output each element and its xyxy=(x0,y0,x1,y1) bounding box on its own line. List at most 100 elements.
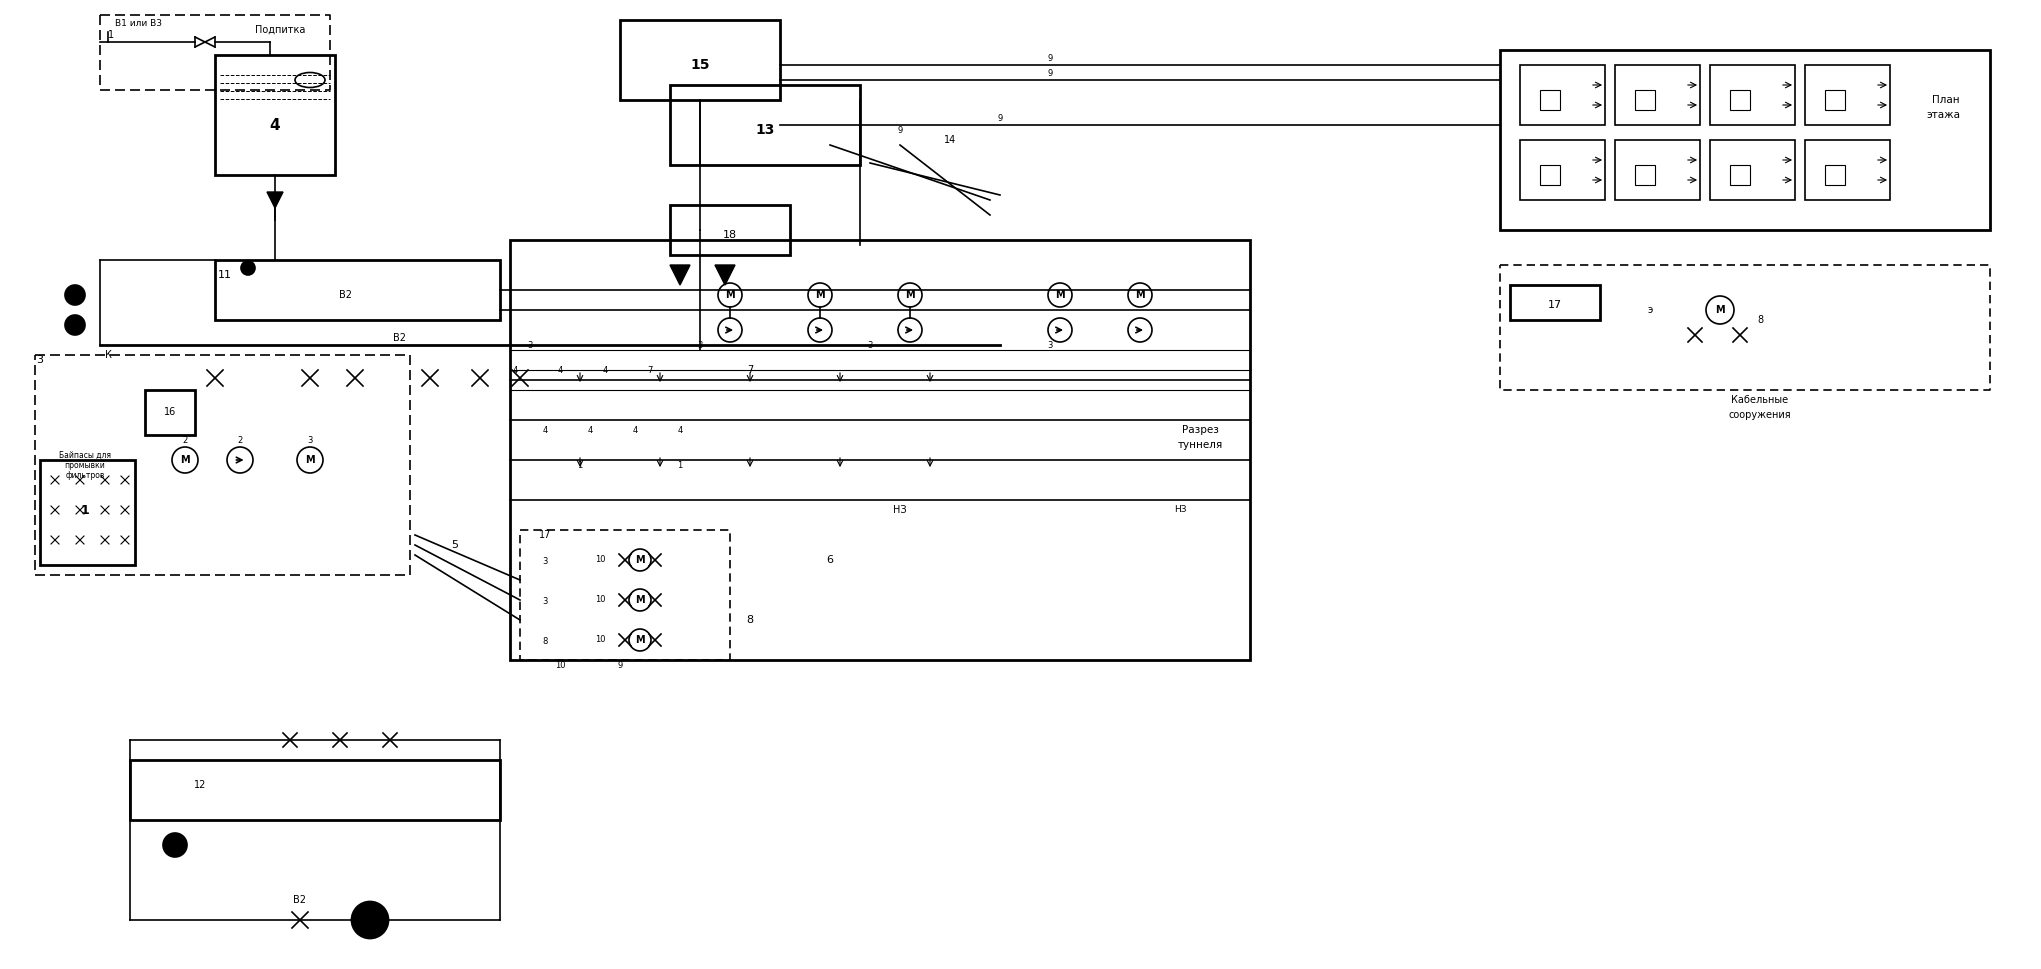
Text: 7: 7 xyxy=(747,365,753,375)
Text: этажа: этажа xyxy=(1927,110,1959,120)
Circle shape xyxy=(163,833,188,857)
Bar xyxy=(1541,90,1559,110)
Text: М: М xyxy=(635,595,645,605)
Circle shape xyxy=(898,318,923,342)
Bar xyxy=(1614,65,1700,125)
Text: 9: 9 xyxy=(898,126,902,135)
Bar xyxy=(1521,65,1604,125)
Text: туннеля: туннеля xyxy=(1178,440,1223,450)
Text: В1 или В3: В1 или В3 xyxy=(114,18,161,27)
Text: 17: 17 xyxy=(539,530,551,540)
Polygon shape xyxy=(714,265,735,285)
Text: 5: 5 xyxy=(451,540,459,550)
Bar xyxy=(1614,140,1700,200)
Text: 18: 18 xyxy=(723,230,737,240)
Text: НЗ: НЗ xyxy=(1174,506,1186,515)
Text: 12: 12 xyxy=(194,780,206,790)
Bar xyxy=(1500,50,1990,230)
Bar xyxy=(1635,165,1655,185)
Text: 10: 10 xyxy=(594,555,606,565)
Bar xyxy=(669,205,790,255)
Text: М: М xyxy=(814,290,825,300)
Bar xyxy=(214,260,500,320)
Text: НЗ: НЗ xyxy=(894,505,906,515)
Text: 1: 1 xyxy=(678,460,682,470)
Text: План: План xyxy=(1933,95,1959,105)
Text: Кабельные: Кабельные xyxy=(1731,395,1788,405)
Bar xyxy=(1710,140,1794,200)
Bar xyxy=(1825,90,1845,110)
Text: В2: В2 xyxy=(339,290,351,300)
Text: 11: 11 xyxy=(218,270,233,280)
Circle shape xyxy=(808,318,833,342)
Text: 3: 3 xyxy=(543,598,547,607)
Text: Разрез: Разрез xyxy=(1182,425,1218,435)
Text: 1: 1 xyxy=(108,30,114,40)
Text: 13: 13 xyxy=(755,123,776,137)
Text: 7: 7 xyxy=(647,365,653,374)
Text: М: М xyxy=(725,290,735,300)
Bar xyxy=(41,460,135,565)
Text: 8: 8 xyxy=(1757,315,1763,325)
Text: 9: 9 xyxy=(1047,53,1053,62)
Text: М: М xyxy=(635,635,645,645)
Text: М: М xyxy=(1714,305,1725,315)
Text: 8: 8 xyxy=(747,615,753,625)
Text: М: М xyxy=(1055,290,1065,300)
Text: 3: 3 xyxy=(37,355,43,365)
Bar xyxy=(1510,285,1600,320)
Text: В2: В2 xyxy=(294,895,306,905)
Bar xyxy=(1804,65,1890,125)
Text: Подпитка: Подпитка xyxy=(255,25,306,35)
Text: 4: 4 xyxy=(633,425,637,434)
Polygon shape xyxy=(267,192,284,208)
Text: К: К xyxy=(104,350,112,360)
Text: 4: 4 xyxy=(588,425,592,434)
Bar xyxy=(1521,140,1604,200)
Text: 1: 1 xyxy=(578,460,582,470)
Circle shape xyxy=(351,902,388,938)
Text: М: М xyxy=(635,555,645,565)
Text: М: М xyxy=(180,455,190,465)
Circle shape xyxy=(65,285,86,305)
Text: фильтров: фильтров xyxy=(65,471,104,480)
Text: М: М xyxy=(1135,290,1145,300)
Text: 9: 9 xyxy=(616,661,623,670)
Bar xyxy=(214,55,335,175)
Text: 3: 3 xyxy=(1047,340,1053,350)
Text: 9: 9 xyxy=(998,113,1002,122)
Text: 4: 4 xyxy=(557,365,563,374)
Text: 4: 4 xyxy=(602,365,608,374)
Bar xyxy=(1635,90,1655,110)
Bar xyxy=(1710,65,1794,125)
Circle shape xyxy=(65,315,86,335)
Text: 10: 10 xyxy=(594,636,606,644)
Text: Байпасы для: Байпасы для xyxy=(59,451,110,459)
Text: 8: 8 xyxy=(543,638,547,646)
Circle shape xyxy=(241,261,255,275)
Polygon shape xyxy=(669,265,690,285)
Text: М: М xyxy=(306,455,314,465)
Text: 6: 6 xyxy=(827,555,833,565)
Text: 17: 17 xyxy=(1547,300,1561,310)
Text: М: М xyxy=(906,290,914,300)
Text: 1: 1 xyxy=(82,504,90,516)
Text: 3: 3 xyxy=(698,340,702,350)
Text: 10: 10 xyxy=(594,596,606,605)
Text: 2: 2 xyxy=(237,435,243,445)
Circle shape xyxy=(1047,318,1072,342)
Text: 3: 3 xyxy=(527,340,533,350)
Bar xyxy=(145,390,196,435)
Bar xyxy=(620,20,780,100)
Circle shape xyxy=(227,447,253,473)
Bar xyxy=(1825,165,1845,185)
Text: 2: 2 xyxy=(182,435,188,445)
Bar xyxy=(669,85,859,165)
Text: промывки: промывки xyxy=(65,460,106,470)
Text: 9: 9 xyxy=(1047,69,1053,78)
Circle shape xyxy=(1129,318,1151,342)
Bar xyxy=(1541,165,1559,185)
Text: 4: 4 xyxy=(512,365,518,374)
Text: В2: В2 xyxy=(394,333,406,343)
Text: сооружения: сооружения xyxy=(1729,410,1792,420)
